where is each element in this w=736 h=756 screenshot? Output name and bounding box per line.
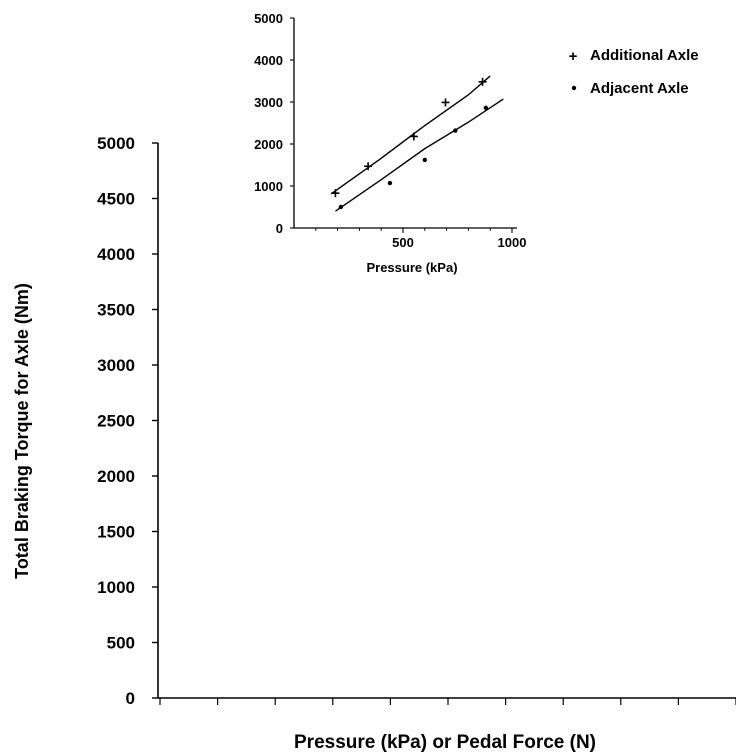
legend-label-additional-axle: Additional Axle: [590, 47, 699, 64]
main-y-tick-label: 1000: [97, 578, 135, 597]
inset-point-adjacent-axle: [422, 157, 427, 163]
inset-y-tick-label: 3000: [254, 95, 283, 110]
main-x-ticks: [159, 698, 736, 705]
inset-y-ticks: 0 1000 2000 3000 4000 5000: [254, 11, 294, 236]
legend: + Additional Axle Adjacent Axle: [569, 47, 699, 97]
inset-fit-line-additional-axle: [330, 75, 491, 195]
legend-marker-additional: +: [569, 48, 578, 65]
main-y-axis-title: Total Braking Torque for Axle (Nm): [12, 283, 32, 579]
main-y-tick-label: 3500: [97, 301, 135, 320]
inset-y-tick-label: 1000: [254, 179, 283, 194]
inset-x-tick-label: 500: [392, 235, 414, 250]
main-y-tick-label: 4000: [97, 245, 135, 264]
inset-point-additional-axle: [409, 132, 418, 141]
inset-y-tick-label: 2000: [254, 137, 283, 152]
inset-point-additional-axle: [331, 189, 340, 198]
inset-point-adjacent-axle: [387, 180, 393, 186]
inset-point-additional-axle: [441, 98, 450, 107]
main-y-tick-label: 2500: [97, 412, 135, 431]
main-y-tick-label: 3000: [97, 356, 135, 375]
inset-point-adjacent-axle: [338, 204, 344, 210]
main-x-axis-title: Pressure (kPa) or Pedal Force (N): [294, 732, 596, 753]
main-y-ticks: 0 500 1000 1500 2000 2500 3000 3500 4000 4500 5000: [97, 134, 158, 708]
inset-y-tick-label: 4000: [254, 53, 283, 68]
main-y-tick-label: 4500: [97, 190, 135, 209]
main-chart: 0500100015002000250030003500400045005000…: [12, 134, 736, 753]
inset-y-tick-label: 0: [276, 221, 283, 236]
inset-point-additional-axle: [364, 162, 373, 171]
inset-point-additional-axle: [478, 77, 487, 86]
main-y-tick-label: 500: [107, 634, 135, 653]
inset-point-adjacent-axle: [453, 128, 458, 133]
inset-x-tick-label: 1000: [498, 235, 527, 250]
main-y-tick-label: 2000: [97, 467, 135, 486]
legend-marker-adjacent: [571, 85, 577, 91]
main-y-tick-label: 5000: [97, 134, 135, 153]
inset-point-adjacent-axle: [483, 105, 489, 111]
inset-y-tick-label: 5000: [254, 11, 283, 26]
inset-x-axis-title: Pressure (kPa): [366, 260, 457, 275]
legend-label-adjacent-axle: Adjacent Axle: [590, 80, 689, 97]
inset-chart: 0 1000 2000 3000 4000 5000 500 1000 Pressure (…: [254, 11, 526, 275]
inset-series: [330, 75, 504, 212]
main-y-tick-label: 0: [126, 689, 135, 708]
main-y-tick-label: 1500: [97, 523, 135, 542]
inset-x-ticks: 500 1000: [315, 228, 527, 250]
inset-fit-line-adjacent-axle: [335, 98, 504, 212]
